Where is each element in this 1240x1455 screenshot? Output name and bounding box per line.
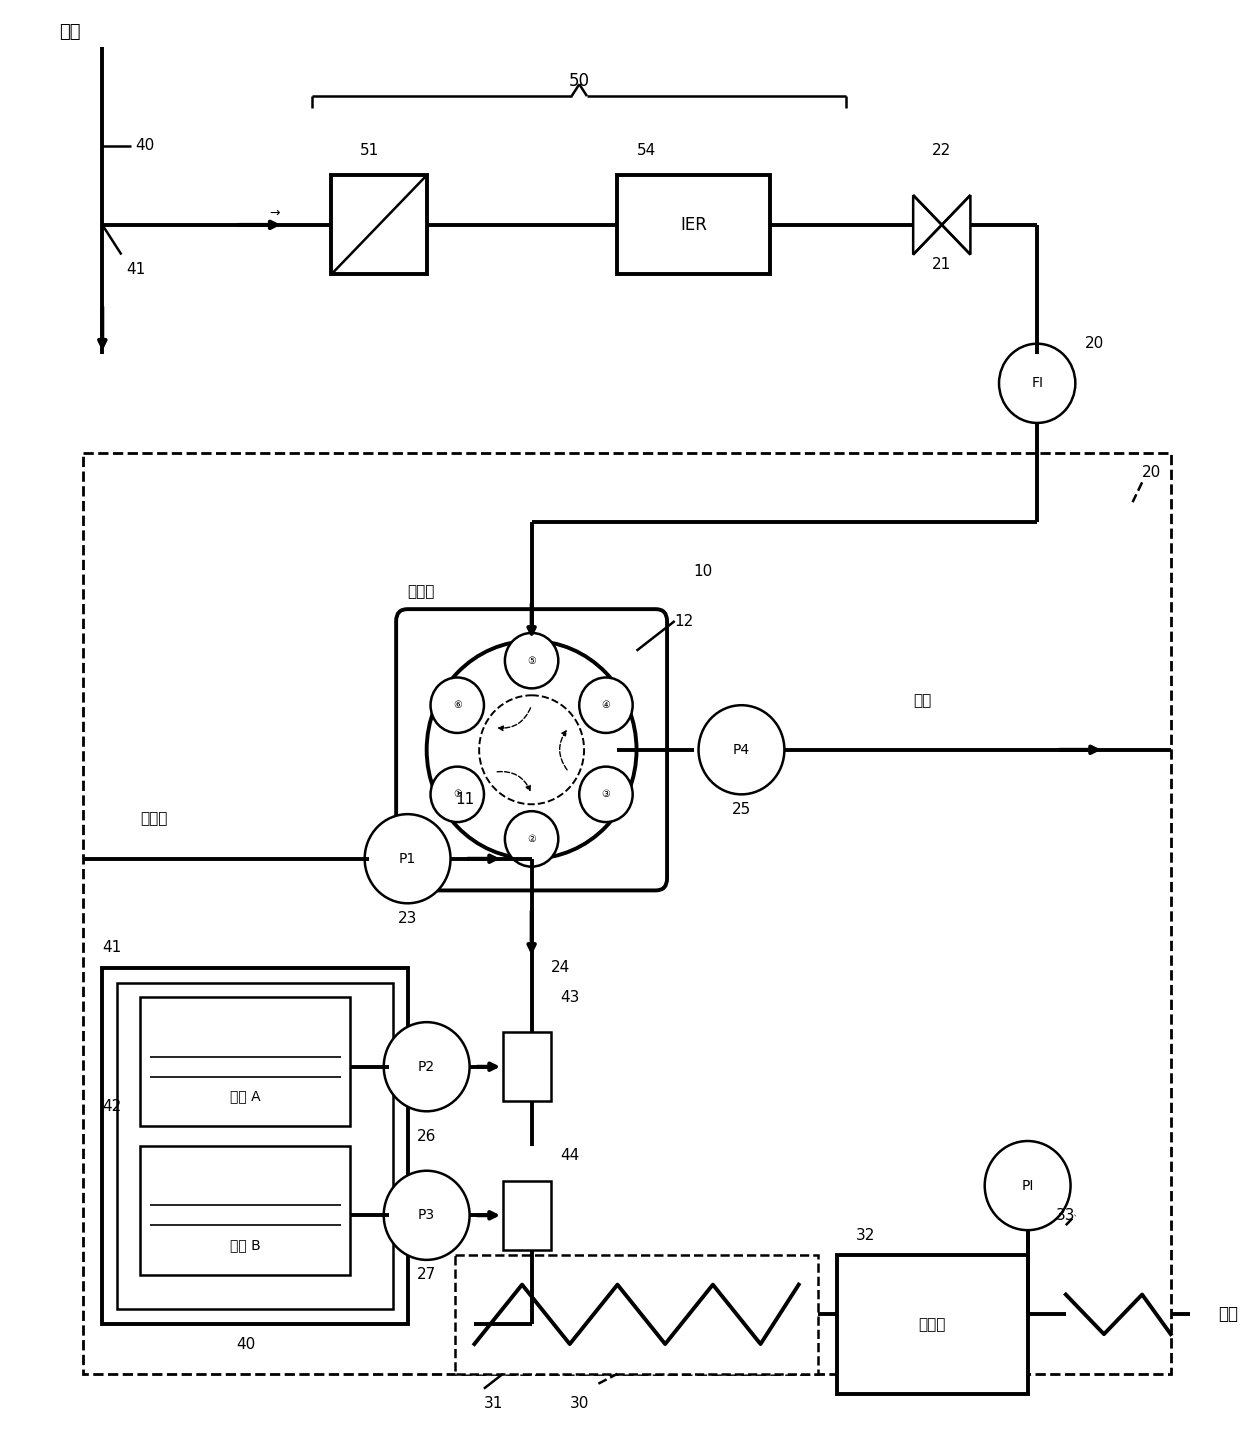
Text: 30: 30 xyxy=(569,1395,589,1411)
Text: 载体水: 载体水 xyxy=(140,812,167,826)
Bar xyxy=(103,968,408,1324)
Text: PI: PI xyxy=(1022,1179,1034,1193)
Text: P3: P3 xyxy=(418,1208,435,1222)
Circle shape xyxy=(505,812,558,867)
Text: 41: 41 xyxy=(126,262,145,276)
Text: 检测器: 检测器 xyxy=(919,1317,946,1331)
Text: 试剂 A: 试剂 A xyxy=(231,1090,260,1103)
Circle shape xyxy=(427,640,636,858)
Bar xyxy=(503,1032,551,1101)
Text: 26: 26 xyxy=(417,1129,436,1144)
Text: 样品水: 样品水 xyxy=(408,583,435,599)
Bar xyxy=(837,1254,1028,1394)
Polygon shape xyxy=(942,195,971,255)
Text: 11: 11 xyxy=(455,792,475,808)
Text: 33: 33 xyxy=(1056,1208,1076,1222)
Text: 21: 21 xyxy=(932,258,951,272)
Text: ④: ④ xyxy=(601,700,610,710)
Text: 10: 10 xyxy=(693,565,713,579)
Text: 22: 22 xyxy=(932,143,951,159)
Text: 20: 20 xyxy=(1142,466,1162,480)
Text: 23: 23 xyxy=(398,911,418,925)
Text: 31: 31 xyxy=(484,1395,503,1411)
Bar xyxy=(83,453,1171,1374)
Text: FI: FI xyxy=(1032,377,1043,390)
Text: 44: 44 xyxy=(560,1148,579,1164)
Text: 43: 43 xyxy=(560,989,579,1005)
Circle shape xyxy=(430,678,484,733)
Circle shape xyxy=(365,815,450,904)
Text: 40: 40 xyxy=(236,1337,255,1352)
Text: ⑤: ⑤ xyxy=(527,656,536,665)
Text: 50: 50 xyxy=(569,73,590,90)
Circle shape xyxy=(999,343,1075,423)
Text: P2: P2 xyxy=(418,1059,435,1074)
Text: 51: 51 xyxy=(360,143,379,159)
Text: ⑥: ⑥ xyxy=(453,700,461,710)
Text: ①: ① xyxy=(453,790,461,799)
Text: 24: 24 xyxy=(551,960,570,975)
Bar xyxy=(503,1180,551,1250)
Bar xyxy=(331,175,427,275)
Circle shape xyxy=(430,767,484,822)
Bar xyxy=(117,982,393,1310)
Circle shape xyxy=(698,706,785,794)
FancyBboxPatch shape xyxy=(396,610,667,890)
Text: 排液: 排液 xyxy=(1219,1305,1239,1324)
Circle shape xyxy=(505,633,558,688)
Text: 42: 42 xyxy=(103,1099,122,1115)
Text: 27: 27 xyxy=(417,1267,436,1282)
Circle shape xyxy=(383,1023,470,1112)
Text: 试剂 B: 试剂 B xyxy=(231,1238,260,1251)
Text: ②: ② xyxy=(527,834,536,844)
Text: ③: ③ xyxy=(601,790,610,799)
Text: 40: 40 xyxy=(135,138,155,153)
Text: 原水: 原水 xyxy=(60,23,81,41)
Circle shape xyxy=(383,1171,470,1260)
Text: 32: 32 xyxy=(856,1228,875,1243)
Circle shape xyxy=(579,678,632,733)
Bar xyxy=(618,175,770,275)
Text: IER: IER xyxy=(681,215,707,234)
Text: 12: 12 xyxy=(675,614,694,629)
Circle shape xyxy=(579,767,632,822)
Text: 25: 25 xyxy=(732,802,751,816)
Text: 20: 20 xyxy=(1085,336,1104,351)
Circle shape xyxy=(985,1141,1070,1229)
Text: 排水: 排水 xyxy=(913,693,931,707)
Text: →: → xyxy=(269,207,279,220)
Text: P1: P1 xyxy=(399,851,417,866)
Text: 41: 41 xyxy=(103,940,122,956)
Bar xyxy=(140,997,351,1126)
Polygon shape xyxy=(913,195,942,255)
Text: 54: 54 xyxy=(636,143,656,159)
Text: P4: P4 xyxy=(733,744,750,757)
Bar xyxy=(140,1147,351,1275)
Bar xyxy=(455,1254,817,1374)
